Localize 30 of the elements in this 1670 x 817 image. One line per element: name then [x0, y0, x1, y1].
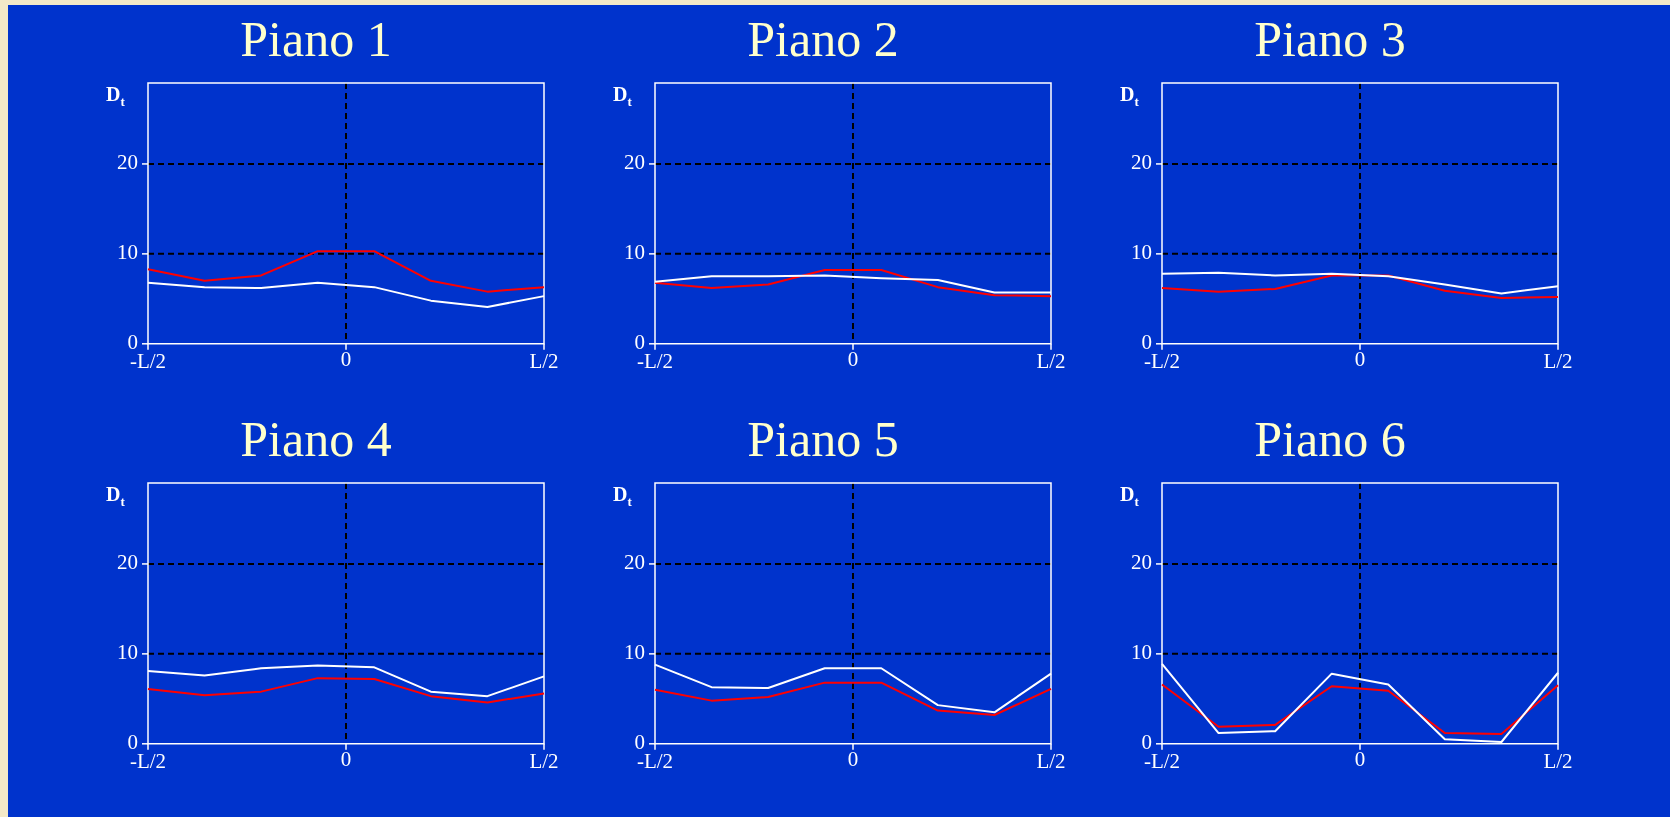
y-tick-label: 10 [624, 640, 645, 665]
y-tick-label: 20 [1131, 150, 1152, 175]
chart-title: Piano 2 [747, 11, 899, 68]
y-tick-label: 10 [1131, 240, 1152, 265]
text: 0 [1354, 746, 1366, 771]
text: 0 [340, 346, 352, 371]
x-tick-label: L/2 [1036, 348, 1066, 373]
chart-title: Piano 1 [240, 11, 392, 68]
y-tick-label: 10 [117, 240, 138, 265]
y-tick-label: 20 [117, 150, 138, 175]
text: 0 [1354, 346, 1366, 371]
y-tick-label: 20 [624, 150, 645, 175]
x-tick-label: L/2 [1543, 348, 1573, 373]
x-tick-label: L/2 [529, 748, 559, 773]
y-tick-label: 20 [117, 550, 138, 575]
y-tick-label: 10 [624, 240, 645, 265]
y-tick-label: 20 [624, 550, 645, 575]
text: 0 [847, 746, 859, 771]
chart-title: Piano 5 [747, 411, 899, 468]
y-tick-label: 10 [117, 640, 138, 665]
text: 0 [340, 746, 352, 771]
y-tick-label: 20 [1131, 550, 1152, 575]
x-tick-label: L/2 [1036, 748, 1066, 773]
chart-title: Piano 6 [1254, 411, 1406, 468]
chart-title: Piano 3 [1254, 11, 1406, 68]
chart-title: Piano 4 [240, 411, 392, 468]
text: 0 [847, 346, 859, 371]
x-tick-label: L/2 [1543, 748, 1573, 773]
y-tick-label: 10 [1131, 640, 1152, 665]
x-tick-label: L/2 [529, 348, 559, 373]
